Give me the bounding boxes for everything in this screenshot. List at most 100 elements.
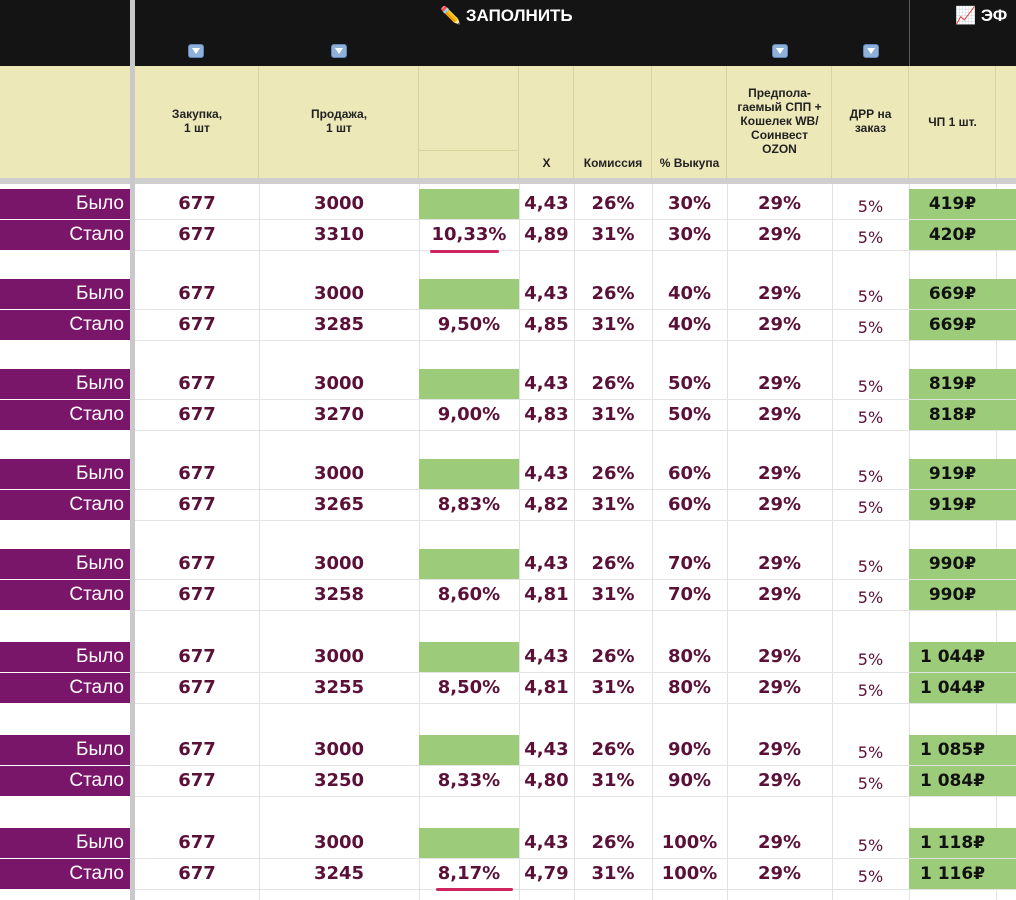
profit-cell[interactable]: 919₽ (909, 490, 996, 520)
markup-percent-empty-cell[interactable] (419, 642, 519, 672)
commission-cell[interactable]: 26% (591, 832, 635, 853)
sale-cell[interactable]: 3000 (313, 832, 365, 853)
sale-cell[interactable]: 3265 (313, 494, 365, 515)
commission-cell[interactable]: 26% (591, 646, 635, 667)
purchase-cell[interactable]: 677 (178, 832, 216, 853)
commission-cell[interactable]: 26% (591, 553, 635, 574)
markup-percent-cell[interactable]: 8,33% (437, 770, 501, 791)
profit-cell[interactable]: 1 084₽ (909, 766, 996, 796)
profit-cell[interactable]: 990₽ (909, 580, 996, 610)
purchase-cell[interactable]: 677 (178, 739, 216, 760)
drr-cell[interactable]: 5% (857, 197, 884, 216)
buyout-cell[interactable]: 100% (661, 832, 718, 853)
profit-cell[interactable]: 819₽ (909, 369, 996, 399)
spp-cell[interactable]: 29% (757, 193, 802, 214)
purchase-cell[interactable]: 677 (178, 224, 216, 245)
x-cell[interactable]: 4,43 (524, 832, 569, 853)
drr-cell[interactable]: 5% (857, 588, 884, 607)
purchase-cell[interactable]: 677 (178, 373, 216, 394)
profit-cell[interactable]: 1 118₽ (909, 828, 996, 858)
next-column-cell[interactable] (996, 459, 1016, 489)
purchase-cell[interactable]: 677 (178, 314, 216, 335)
purchase-cell[interactable]: 677 (178, 404, 216, 425)
buyout-cell[interactable]: 60% (667, 463, 712, 484)
drr-cell[interactable]: 5% (857, 377, 884, 396)
buyout-cell[interactable]: 70% (667, 553, 712, 574)
next-column-cell[interactable] (996, 490, 1016, 520)
buyout-cell[interactable]: 40% (667, 283, 712, 304)
commission-cell[interactable]: 31% (591, 677, 635, 698)
purchase-cell[interactable]: 677 (178, 553, 216, 574)
buyout-cell[interactable]: 100% (661, 863, 718, 884)
markup-percent-empty-cell[interactable] (419, 369, 519, 399)
drr-cell[interactable]: 5% (857, 467, 884, 486)
x-cell[interactable]: 4,81 (524, 584, 569, 605)
next-column-cell[interactable] (996, 400, 1016, 430)
sale-cell[interactable]: 3000 (313, 283, 365, 304)
commission-cell[interactable]: 31% (591, 224, 635, 245)
purchase-cell[interactable]: 677 (178, 193, 216, 214)
buyout-cell[interactable]: 30% (667, 224, 712, 245)
next-column-cell[interactable] (996, 189, 1016, 219)
profit-cell[interactable]: 669₽ (909, 310, 996, 340)
profit-cell[interactable]: 420₽ (909, 220, 996, 250)
sale-cell[interactable]: 3285 (313, 314, 365, 335)
x-cell[interactable]: 4,85 (524, 314, 569, 335)
sale-cell[interactable]: 3270 (313, 404, 365, 425)
spp-cell[interactable]: 29% (757, 739, 802, 760)
buyout-cell[interactable]: 70% (667, 584, 712, 605)
drr-cell[interactable]: 5% (857, 774, 884, 793)
drr-cell[interactable]: 5% (857, 743, 884, 762)
x-cell[interactable]: 4,89 (524, 224, 569, 245)
sale-cell[interactable]: 3250 (313, 770, 365, 791)
spp-cell[interactable]: 29% (757, 646, 802, 667)
markup-percent-empty-cell[interactable] (419, 189, 519, 219)
purchase-cell[interactable]: 677 (178, 646, 216, 667)
buyout-cell[interactable]: 40% (667, 314, 712, 335)
spp-cell[interactable]: 29% (757, 770, 802, 791)
drr-cell[interactable]: 5% (857, 867, 884, 886)
markup-percent-empty-cell[interactable] (419, 828, 519, 858)
spp-cell[interactable]: 29% (757, 283, 802, 304)
purchase-cell[interactable]: 677 (178, 494, 216, 515)
x-cell[interactable]: 4,43 (524, 283, 569, 304)
buyout-cell[interactable]: 80% (667, 677, 712, 698)
commission-cell[interactable]: 26% (591, 739, 635, 760)
sale-cell[interactable]: 3000 (313, 553, 365, 574)
drr-cell[interactable]: 5% (857, 228, 884, 247)
markup-percent-cell[interactable]: 8,50% (437, 677, 501, 698)
buyout-cell[interactable]: 90% (667, 739, 712, 760)
commission-cell[interactable]: 31% (591, 314, 635, 335)
commission-cell[interactable]: 31% (591, 770, 635, 791)
markup-percent-cell[interactable]: 8,17% (437, 863, 501, 884)
drr-cell[interactable]: 5% (857, 408, 884, 427)
sale-cell[interactable]: 3258 (313, 584, 365, 605)
purchase-cell[interactable]: 677 (178, 770, 216, 791)
buyout-cell[interactable]: 90% (667, 770, 712, 791)
markup-percent-cell[interactable]: 10,33% (431, 224, 507, 245)
commission-cell[interactable]: 26% (591, 463, 635, 484)
x-cell[interactable]: 4,82 (524, 494, 569, 515)
profit-cell[interactable]: 818₽ (909, 400, 996, 430)
profit-cell[interactable]: 669₽ (909, 279, 996, 309)
drr-cell[interactable]: 5% (857, 287, 884, 306)
buyout-cell[interactable]: 80% (667, 646, 712, 667)
buyout-cell[interactable]: 60% (667, 494, 712, 515)
buyout-cell[interactable]: 50% (667, 373, 712, 394)
spp-cell[interactable]: 29% (757, 494, 802, 515)
markup-percent-cell[interactable]: 8,83% (437, 494, 501, 515)
markup-percent-cell[interactable]: 8,60% (437, 584, 501, 605)
next-column-cell[interactable] (996, 859, 1016, 889)
spp-cell[interactable]: 29% (757, 373, 802, 394)
sale-cell[interactable]: 3000 (313, 373, 365, 394)
markup-percent-empty-cell[interactable] (419, 279, 519, 309)
purchase-cell[interactable]: 677 (178, 677, 216, 698)
next-column-cell[interactable] (996, 828, 1016, 858)
sale-cell[interactable]: 3255 (313, 677, 365, 698)
x-cell[interactable]: 4,80 (524, 770, 569, 791)
commission-cell[interactable]: 31% (591, 863, 635, 884)
next-column-cell[interactable] (996, 580, 1016, 610)
next-column-cell[interactable] (996, 549, 1016, 579)
sale-cell[interactable]: 3000 (313, 463, 365, 484)
spp-cell[interactable]: 29% (757, 553, 802, 574)
